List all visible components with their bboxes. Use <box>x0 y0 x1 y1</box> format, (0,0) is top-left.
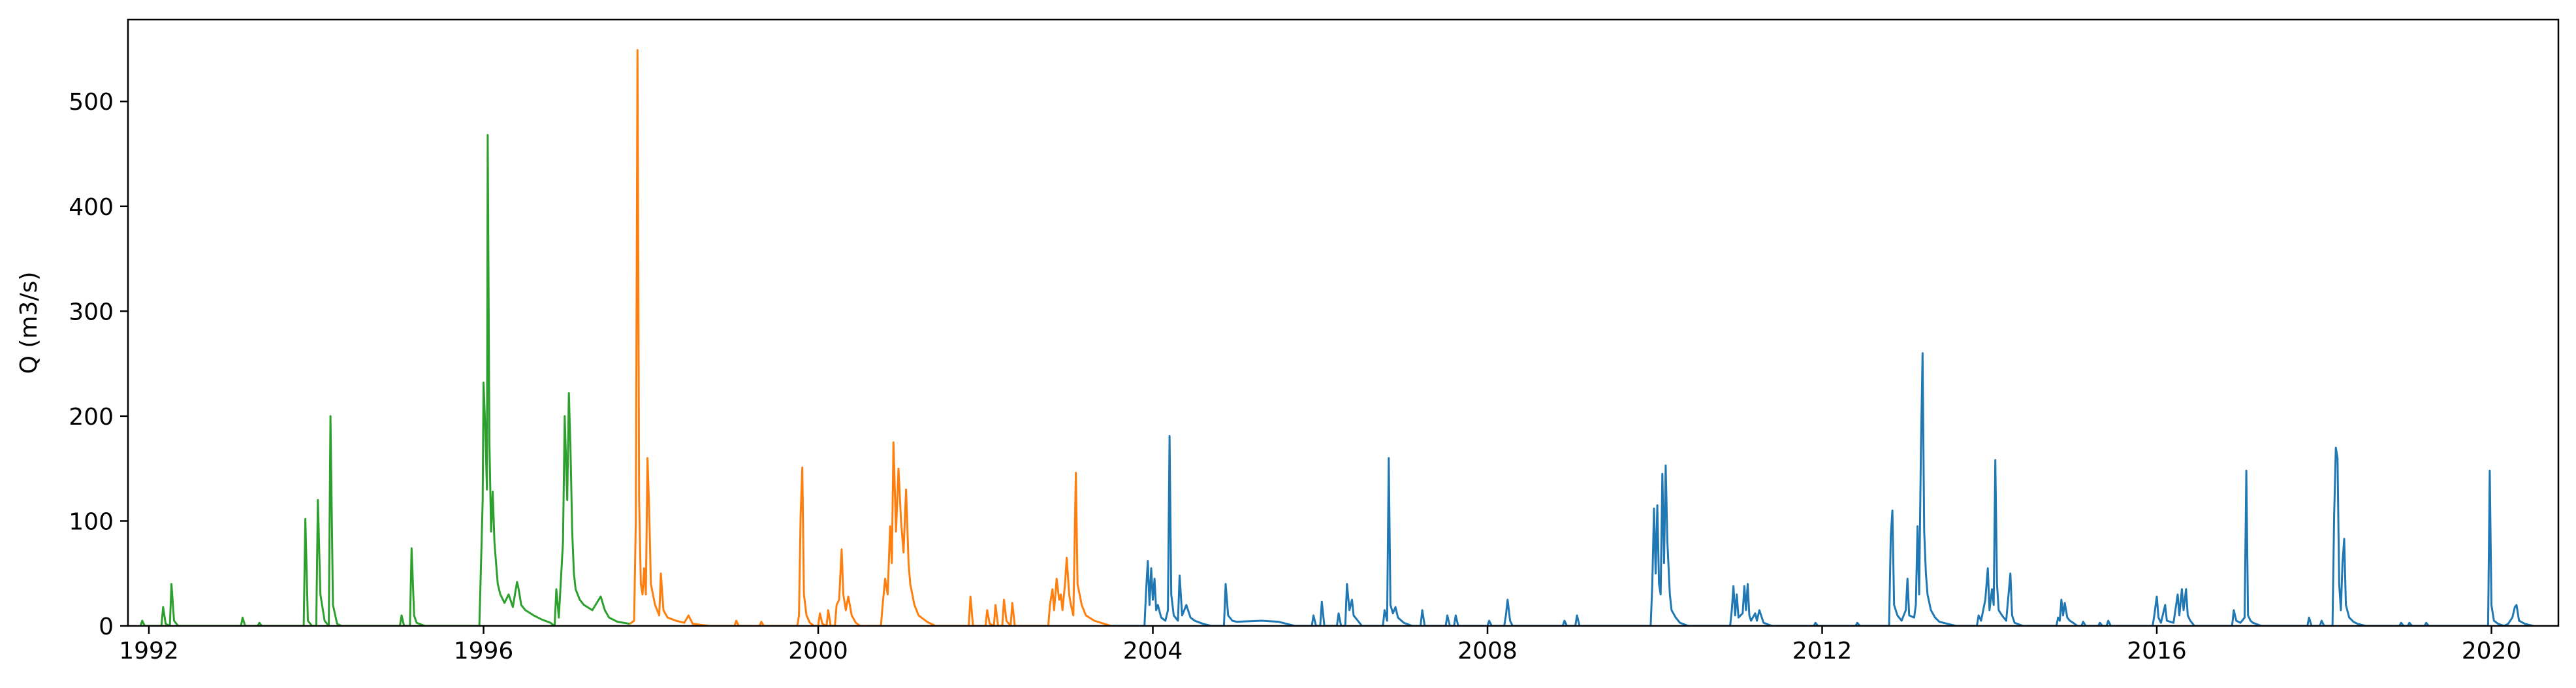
y-tick-label: 300 <box>69 299 114 325</box>
x-tick-label: 1996 <box>454 638 514 664</box>
x-tick-label: 2000 <box>788 638 848 664</box>
y-axis: 0 100 200 300 400 500 <box>69 89 128 640</box>
series-line-3 <box>1111 352 2534 626</box>
plot-frame <box>127 18 2560 627</box>
y-tick-label: 500 <box>69 89 114 116</box>
series-line-2 <box>629 49 1111 626</box>
x-tick-label: 1992 <box>119 638 179 664</box>
x-tick-label: 2016 <box>2127 638 2187 664</box>
y-tick-label: 0 <box>99 614 114 640</box>
x-tick-label: 2020 <box>2462 638 2522 664</box>
x-axis: 1992 1996 2000 2004 2008 2012 2016 2020 <box>119 626 2521 664</box>
y-tick-label: 400 <box>69 194 114 221</box>
y-tick-label: 200 <box>69 404 114 431</box>
plot-area-background <box>128 20 2558 626</box>
x-tick-label: 2004 <box>1123 638 1183 664</box>
x-tick-label: 2012 <box>1792 638 1852 664</box>
x-tick-label: 2008 <box>1457 638 1518 664</box>
y-axis-label: Q (m3/s) <box>16 272 42 374</box>
y-tick-label: 100 <box>69 508 114 535</box>
